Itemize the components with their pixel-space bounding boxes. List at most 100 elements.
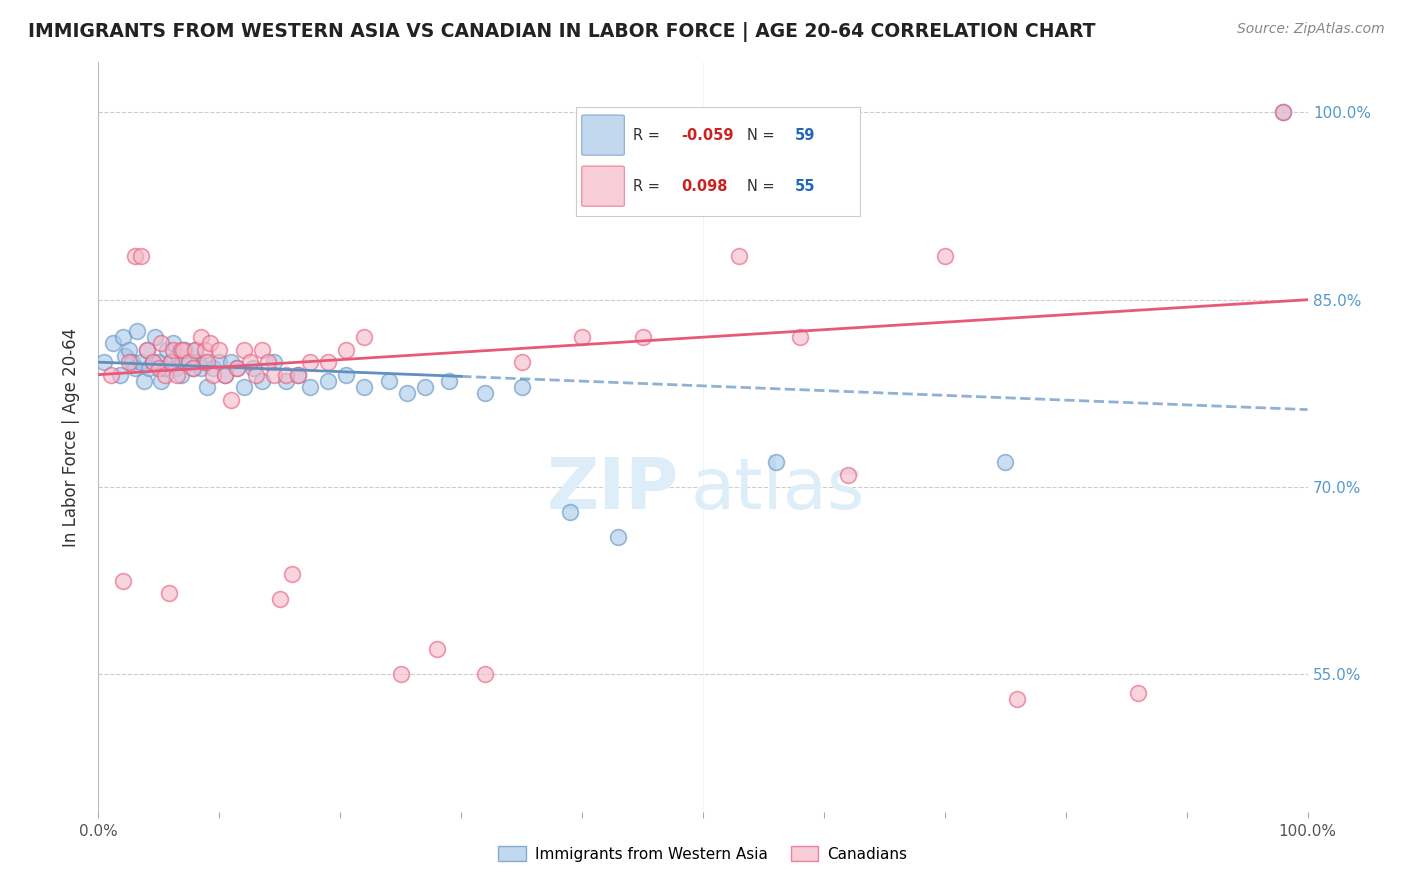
Point [728,249,751,263]
Point [172,343,194,357]
Point [1128,686,1150,700]
Point [194,355,217,369]
Point [187,355,209,369]
Point [353,330,375,344]
Point [274,374,297,388]
Point [124,249,146,263]
Point [160,355,183,369]
Point [127,324,149,338]
Point [160,355,183,369]
Point [153,361,176,376]
Point [202,368,225,382]
Point [129,355,152,369]
Point [1272,105,1295,120]
Point [135,343,157,357]
Point [118,355,141,369]
Legend: Immigrants from Western Asia, Canadians: Immigrants from Western Asia, Canadians [492,839,914,868]
Point [194,343,217,357]
Point [287,368,309,382]
Point [395,386,418,401]
Point [135,343,157,357]
Point [169,368,191,382]
Point [221,392,243,407]
Point [162,336,184,351]
Point [250,343,273,357]
Point [934,249,956,263]
Point [413,380,436,394]
Point [377,374,399,388]
Point [142,355,165,369]
Point [129,249,152,263]
Point [174,343,197,357]
Point [558,505,581,519]
Point [111,574,134,588]
Point [214,368,236,382]
Point [214,368,236,382]
Point [1272,105,1295,120]
Point [179,355,201,369]
Point [148,361,170,376]
Point [837,467,859,482]
Point [208,355,231,369]
Point [263,368,285,382]
Point [226,361,249,376]
Point [118,343,141,357]
Point [143,330,166,344]
Point [165,361,187,376]
Point [179,355,201,369]
Point [389,667,412,681]
Text: ZIP: ZIP [547,455,679,524]
Point [184,343,207,357]
Point [156,343,179,357]
Point [172,355,194,369]
Point [208,343,231,357]
Point [181,361,204,376]
Point [263,355,285,369]
Point [245,368,267,382]
Point [299,380,322,394]
Point [256,355,278,369]
Point [198,336,221,351]
Point [190,330,212,344]
Point [607,530,630,544]
Point [195,380,218,394]
Point [269,592,291,607]
Point [184,343,207,357]
Point [474,386,496,401]
Point [571,330,593,344]
Point [437,374,460,388]
Point [510,380,533,394]
Text: IMMIGRANTS FROM WESTERN ASIA VS CANADIAN IN LABOR FORCE | AGE 20-64 CORRELATION : IMMIGRANTS FROM WESTERN ASIA VS CANADIAN… [28,22,1095,42]
Point [134,374,156,388]
Text: atlas: atlas [690,455,865,524]
Point [114,349,136,363]
Point [281,567,304,582]
Point [232,343,254,357]
Point [181,361,204,376]
Point [287,368,309,382]
Point [299,355,322,369]
Point [101,336,124,351]
Point [108,368,131,382]
Point [202,361,225,376]
Point [274,368,297,382]
Point [157,586,180,600]
Point [316,374,339,388]
Point [1007,692,1029,706]
Point [121,355,143,369]
Point [474,667,496,681]
Point [994,455,1017,469]
Point [232,380,254,394]
Point [148,355,170,369]
Point [162,343,184,357]
Point [242,361,264,376]
Point [789,330,811,344]
Point [150,374,173,388]
Point [631,330,654,344]
Point [510,355,533,369]
Point [100,368,122,382]
Point [169,343,191,357]
Text: Source: ZipAtlas.com: Source: ZipAtlas.com [1237,22,1385,37]
Point [93,355,115,369]
Point [226,361,249,376]
